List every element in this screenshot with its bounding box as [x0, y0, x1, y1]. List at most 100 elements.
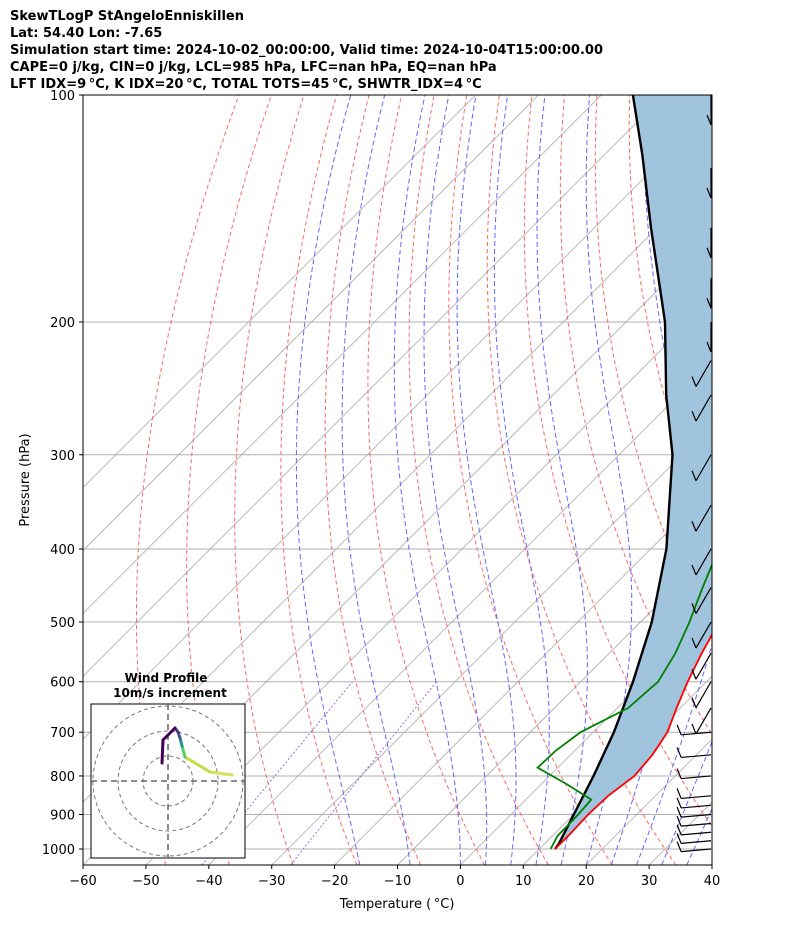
barb-staff: [695, 360, 712, 387]
isotherm: [83, 95, 476, 489]
barb-flag: [691, 410, 697, 422]
dry-adiabat: [367, 95, 485, 865]
wind-barb: [676, 806, 712, 818]
profile-lines: [536, 95, 712, 850]
barb-flag: [676, 806, 682, 818]
location-line: Lat: 54.40 Lon: -7.65: [10, 26, 163, 41]
barb-flag: [691, 564, 697, 576]
barb-flag: [691, 637, 697, 649]
hodograph-segment: [161, 726, 177, 742]
barb-flag: [706, 114, 712, 126]
y-axis-label: Pressure (hPa): [18, 433, 33, 526]
x-tick-label: 40: [704, 874, 721, 889]
dry-adiabat: [760, 95, 794, 865]
x-tick-label: −40: [195, 874, 222, 889]
hodograph-segment: [183, 755, 212, 774]
barb-staff: [695, 548, 712, 576]
wind-profile-inset: Wind Profile 10m/s increment: [90, 671, 246, 859]
dry-adiabat: [727, 95, 794, 865]
x-axis-label: Temperature ( °C): [339, 897, 455, 912]
moist-adiabat: [393, 95, 461, 865]
barb-flag: [676, 833, 682, 844]
wind-barb: [691, 707, 712, 735]
barb-flag: [691, 603, 697, 614]
wind-barb: [691, 504, 712, 532]
barb-flag: [706, 247, 712, 258]
barb-flag: [691, 520, 697, 532]
temperature-line: [554, 632, 712, 850]
dry-adiabat: [324, 95, 422, 865]
wind-barb: [691, 587, 712, 614]
wind-barb: [706, 227, 712, 258]
isotherm: [83, 109, 712, 740]
barb-flag: [676, 747, 682, 758]
wind-barb: [676, 747, 712, 759]
barb-staff: [681, 831, 712, 836]
barb-staff: [681, 775, 712, 780]
barb-staff: [695, 504, 712, 532]
isotherm: [271, 424, 712, 865]
dry-adiabat: [186, 95, 272, 865]
barb-staff: [695, 394, 712, 422]
moist-adiabat: [661, 740, 712, 865]
y-tick-label: 400: [50, 543, 75, 558]
wind-barb: [676, 768, 712, 780]
inset-ring: [117, 730, 219, 832]
x-tick-label: −20: [321, 874, 348, 889]
barb-flag: [676, 824, 682, 836]
wind-barb: [676, 841, 712, 853]
wind-barb: [691, 548, 712, 576]
barb-flag: [691, 470, 697, 481]
barb-flag: [676, 815, 682, 827]
barb-flag: [691, 376, 697, 387]
isotherm: [397, 549, 712, 865]
time-line: Simulation start time: 2024-10-02_00:00:…: [10, 43, 603, 58]
isotherm: [334, 487, 712, 865]
x-tick-label: −30: [258, 874, 285, 889]
barb-staff: [681, 795, 712, 800]
isotherm: [460, 612, 712, 865]
isotherm: [711, 864, 712, 865]
wind-barbs: [676, 95, 712, 853]
y-tick-label: 300: [50, 449, 75, 464]
hodograph-segment: [180, 744, 187, 759]
barb-staff: [695, 621, 712, 649]
wind-barb: [676, 788, 712, 800]
barb-staff: [695, 652, 712, 680]
barb-flag: [706, 341, 712, 353]
y-tick-label: 900: [50, 809, 75, 824]
y-tick-label: 1000: [42, 843, 75, 858]
y-tick-label: 800: [50, 770, 75, 785]
wind-barb: [691, 652, 712, 680]
isotherm: [83, 95, 665, 677]
barb-flag: [691, 723, 697, 735]
x-tick-label: 30: [641, 874, 658, 889]
dry-adiabat: [408, 95, 549, 865]
barb-staff: [695, 707, 712, 735]
isotherm: [208, 361, 712, 865]
dry-adiabat: [135, 95, 240, 865]
barb-flag: [676, 724, 682, 736]
barb-flag: [691, 669, 697, 680]
wind-barb: [676, 824, 712, 836]
barb-staff: [695, 681, 712, 709]
barb-staff: [681, 813, 712, 818]
moist-adiabat: [456, 95, 517, 865]
dry-adiabat: [448, 95, 613, 865]
y-tick-label: 100: [50, 89, 75, 104]
moist-adiabat: [341, 95, 411, 865]
barb-staff: [681, 804, 712, 809]
wind-barb: [706, 321, 712, 353]
moist-adiabat: [423, 95, 488, 865]
index-line: LFT IDX=9 °C, K IDX=20 °C, TOTAL TOTS=45…: [10, 77, 482, 92]
y-tick-label: 700: [50, 726, 75, 741]
wind-barb: [691, 681, 712, 709]
wind-barb: [676, 833, 712, 844]
moist-adiabat: [686, 807, 712, 865]
y-tick-label: 600: [50, 676, 75, 691]
barb-flag: [676, 768, 682, 779]
inset-title: Wind Profile: [125, 671, 208, 685]
barb-staff: [681, 840, 712, 844]
x-tick-label: −50: [132, 874, 159, 889]
axis-ticks: −60 −50 −40 −30 −20 −10 0 10 20 30 40 1000 900 800 700…: [42, 89, 720, 889]
